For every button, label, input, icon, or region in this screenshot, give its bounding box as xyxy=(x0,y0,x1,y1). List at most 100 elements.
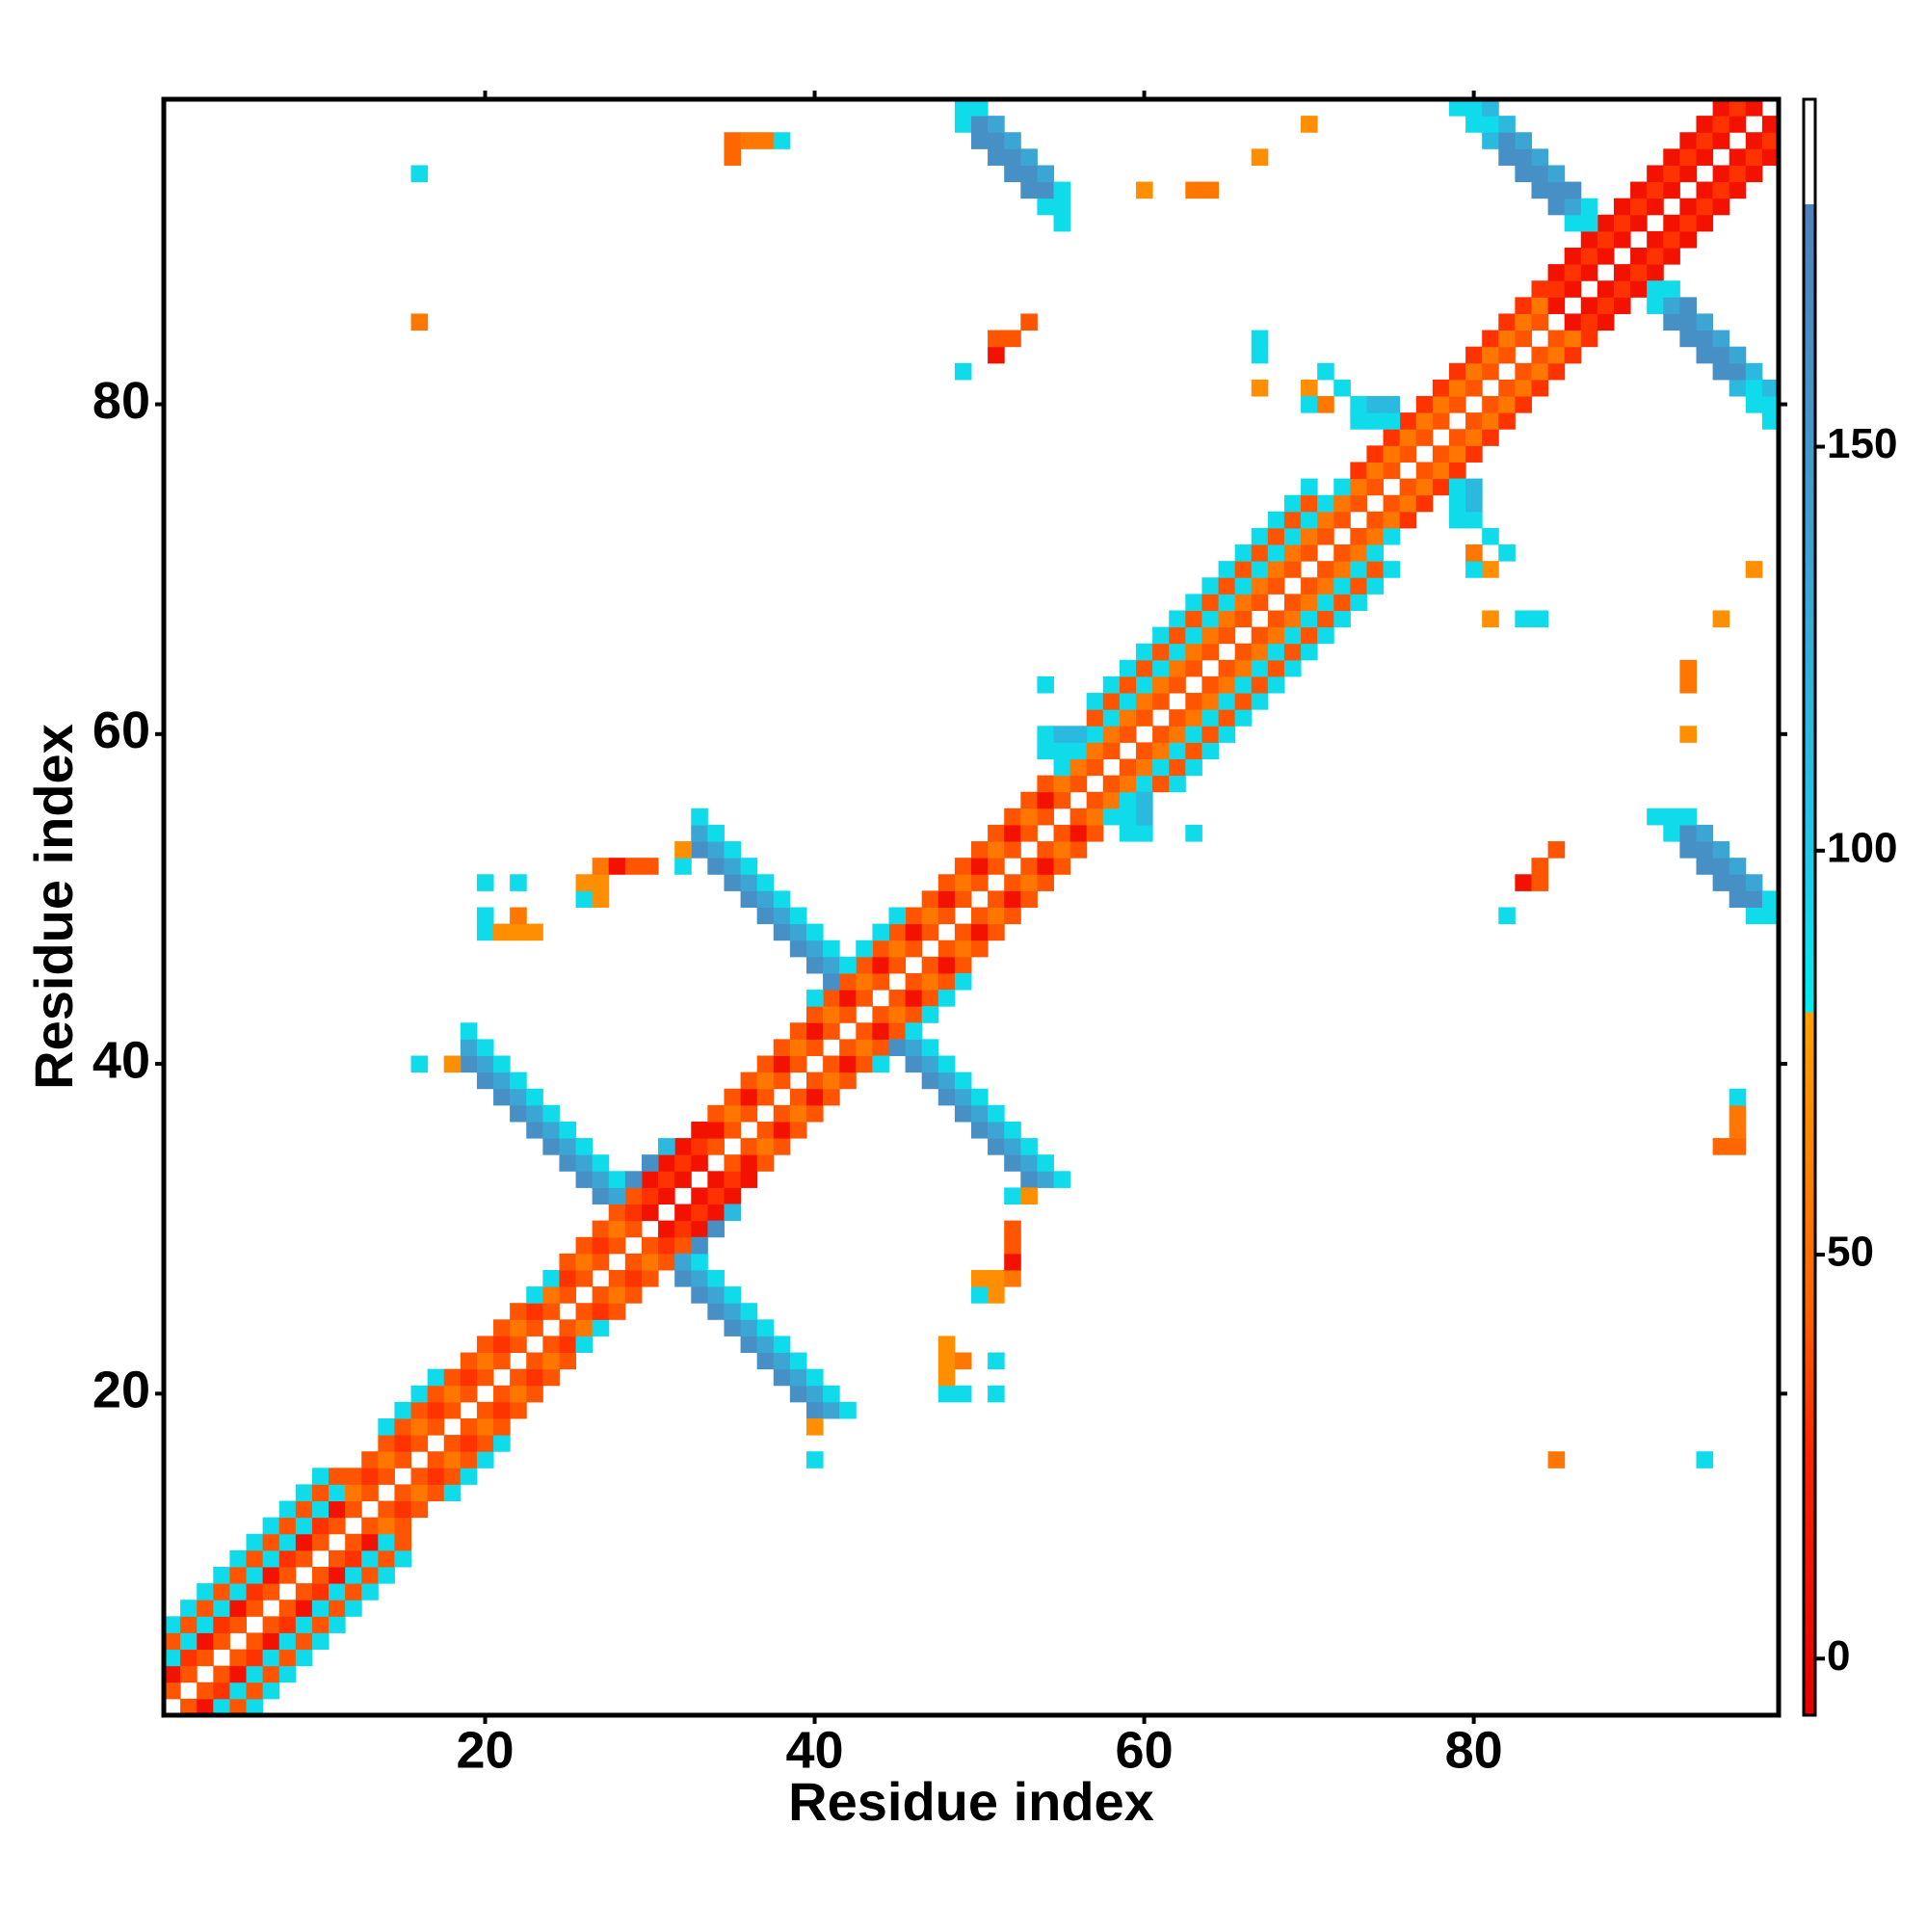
heatmap-cell xyxy=(575,890,594,908)
heatmap-cell xyxy=(1531,379,1549,397)
heatmap-cell xyxy=(311,1533,330,1551)
heatmap-cell xyxy=(658,1253,675,1271)
heatmap-cell xyxy=(1185,824,1202,842)
heatmap-cell xyxy=(1531,148,1549,166)
heatmap-cell xyxy=(1037,858,1055,875)
heatmap-cell xyxy=(1053,758,1071,777)
heatmap-cell xyxy=(1201,742,1220,759)
heatmap-cell xyxy=(427,1451,445,1469)
heatmap-cell xyxy=(971,1286,989,1304)
heatmap-cell xyxy=(1037,198,1055,216)
heatmap-cell xyxy=(278,1549,297,1568)
heatmap-cell xyxy=(740,1154,758,1172)
heatmap-cell xyxy=(1630,181,1648,199)
heatmap-cell xyxy=(295,1649,313,1667)
heatmap-cell xyxy=(311,1468,330,1485)
heatmap-cell xyxy=(1465,429,1483,446)
heatmap-cell xyxy=(740,1319,758,1337)
heatmap-cell xyxy=(361,1566,379,1584)
heatmap-cell xyxy=(888,1039,907,1057)
heatmap-cell xyxy=(1283,610,1302,628)
heatmap-cell xyxy=(740,132,758,149)
heatmap-cell xyxy=(1251,330,1269,348)
heatmap-cell xyxy=(575,1269,594,1287)
heatmap-cell xyxy=(1020,807,1038,826)
heatmap-cell xyxy=(1201,693,1220,710)
heatmap-cell xyxy=(1564,181,1582,199)
heatmap-cell xyxy=(856,1055,873,1073)
heatmap-cell xyxy=(1613,297,1631,314)
heatmap-cell xyxy=(1366,511,1385,529)
heatmap-cell xyxy=(1136,659,1153,677)
heatmap-cell xyxy=(460,1451,478,1469)
heatmap-cell xyxy=(724,1104,742,1123)
heatmap-cell xyxy=(1366,478,1385,496)
heatmap-cell xyxy=(1696,198,1714,216)
heatmap-cell xyxy=(1663,280,1680,298)
heatmap-cell xyxy=(937,1352,956,1370)
heatmap-cell xyxy=(410,1484,429,1502)
heatmap-cell xyxy=(888,1022,907,1040)
heatmap-cell xyxy=(1712,346,1730,364)
heatmap-cell xyxy=(592,874,610,891)
heatmap-cell xyxy=(410,1417,429,1436)
heatmap-cell xyxy=(180,1665,198,1683)
heatmap-cell xyxy=(905,1006,923,1023)
heatmap-cell xyxy=(1102,791,1121,809)
heatmap-cell xyxy=(311,1600,330,1617)
heatmap-cell xyxy=(872,1006,889,1023)
heatmap-cell xyxy=(937,956,956,974)
heatmap-cell xyxy=(378,1517,395,1535)
heatmap-cell xyxy=(1350,396,1367,413)
heatmap-cell xyxy=(1415,478,1434,496)
heatmap-cell xyxy=(1498,132,1516,149)
heatmap-cell xyxy=(460,1055,478,1073)
heatmap-cell xyxy=(1102,742,1121,759)
heatmap-cell xyxy=(1729,99,1747,117)
heatmap-cell xyxy=(1679,297,1697,314)
y-tick-label: 40 xyxy=(92,1031,150,1089)
heatmap-cell xyxy=(262,1665,280,1683)
heatmap-cell xyxy=(493,1072,511,1090)
heatmap-cell xyxy=(278,1566,297,1584)
heatmap-cell xyxy=(954,1088,972,1106)
x-tick-label: 80 xyxy=(1445,1721,1503,1779)
heatmap-cell xyxy=(394,1500,412,1519)
heatmap-cell xyxy=(1729,148,1747,166)
heatmap-cell xyxy=(1761,412,1780,430)
x-axis-title: Residue index xyxy=(788,1771,1154,1832)
heatmap-cell xyxy=(1119,709,1137,727)
heatmap-cell xyxy=(1185,758,1202,777)
heatmap-cell xyxy=(707,1303,725,1320)
heatmap-cell xyxy=(1201,726,1220,743)
heatmap-cell xyxy=(1152,643,1170,661)
heatmap-cell xyxy=(756,1319,775,1337)
heatmap-cell xyxy=(213,1600,230,1617)
heatmap-cell xyxy=(476,1352,494,1370)
heatmap-cell xyxy=(1234,693,1253,710)
heatmap-cell xyxy=(493,1401,511,1419)
heatmap-cell xyxy=(542,1104,560,1123)
heatmap-cell xyxy=(1531,165,1549,183)
heatmap-cell xyxy=(1482,99,1499,117)
heatmap-cell xyxy=(311,1500,330,1519)
heatmap-cell xyxy=(756,907,775,925)
heatmap-cell xyxy=(1350,478,1367,496)
heatmap-cell xyxy=(329,1600,346,1617)
heatmap-cell xyxy=(1729,1138,1747,1155)
colorbar-tick-label: 50 xyxy=(1827,1229,1874,1276)
heatmap-cell xyxy=(1333,494,1351,513)
heatmap-cell xyxy=(988,1269,1005,1287)
heatmap-cell xyxy=(1580,248,1598,265)
heatmap-cell xyxy=(510,1104,527,1123)
heatmap-cell xyxy=(1218,594,1236,611)
heatmap-cell xyxy=(1053,1171,1071,1188)
heatmap-cell xyxy=(1267,577,1285,595)
heatmap-cell xyxy=(1136,709,1153,727)
heatmap-cell xyxy=(724,1154,742,1172)
heatmap-cell xyxy=(345,1600,362,1617)
heatmap-cell xyxy=(1366,561,1385,578)
heatmap-cell xyxy=(1218,693,1236,710)
heatmap-cell xyxy=(707,1286,725,1304)
